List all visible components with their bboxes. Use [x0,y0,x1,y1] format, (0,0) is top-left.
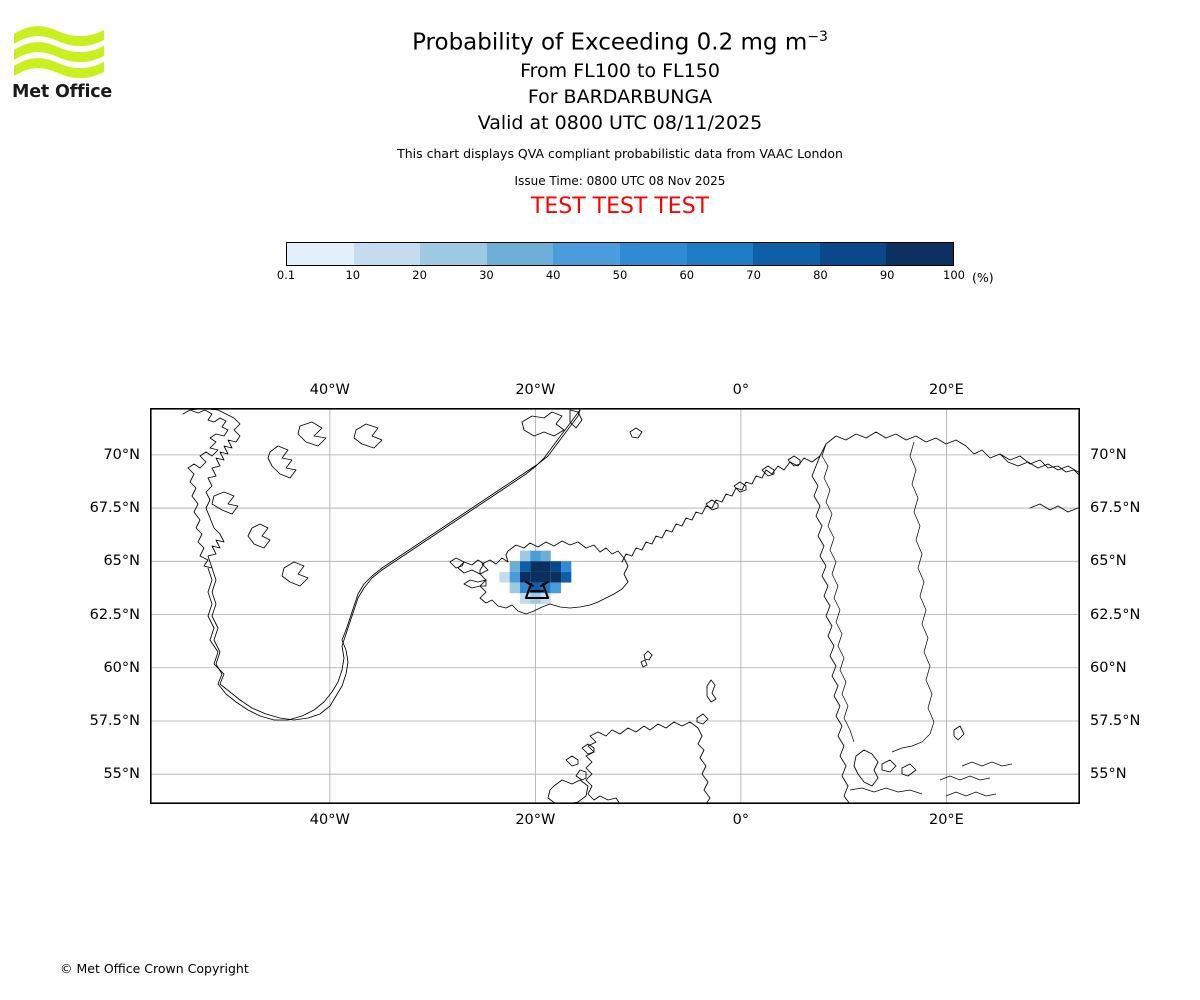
colorbar-swatch-6 [686,243,754,265]
ash-cell [519,550,531,562]
met-office-logo: Met Office [12,22,122,114]
colorbar-tick-0.1: 0.1 [276,268,296,282]
page-title: Probability of Exceeding 0.2 mg m−3 [150,22,1090,58]
ash-cell [530,561,541,572]
ash-cell [540,582,551,594]
colorbar-swatch-9 [886,243,953,265]
ash-cell [530,582,541,594]
ash-cell [550,571,562,583]
copyright-text: © Met Office Crown Copyright [60,961,249,976]
ash-cell [540,571,551,583]
ash-cell [519,593,531,604]
lon-label-top: 40°W [309,382,350,398]
lat-label-right: 67.5°N [1090,500,1141,517]
met-office-logo-text: Met Office [12,82,113,102]
ash-probability-cells [499,550,572,604]
ash-cell [530,571,541,583]
colorbar-tick-10: 10 [345,268,361,282]
colorbar-tick-100: 100 [943,268,965,282]
colorbar-swatch-0 [287,243,354,265]
map-panel[interactable]: 40°W 20°W 0° 20°E 40°W 20°W 0° 20°E 70°N 67.5°N… [90,382,1141,828]
colorbar-tick-40: 40 [545,268,561,282]
ash-cell [561,561,572,572]
lon-label-top: 20°E [928,382,964,398]
map-canvas[interactable] [150,408,1080,804]
lat-label-left: 57.5°N [89,712,140,729]
colorbar-tick-50: 50 [612,268,628,282]
lon-label-bottom: 0° [732,812,750,828]
ash-cell [519,571,531,583]
lat-label-left: 62.5°N [89,606,140,623]
ash-cell [550,561,562,572]
lat-label-left: 65°N [103,553,140,570]
page-title-main: Probability of Exceeding 0.2 mg m [412,29,808,56]
colorbar-swatch-2 [420,243,487,265]
lat-label-left: 55°N [103,766,140,783]
ash-cell [519,561,531,572]
lat-label-right: 62.5°N [1090,606,1141,623]
flight-level-line: From FL100 to FL150 [520,59,720,82]
coastlines [182,408,1080,804]
ash-cell [540,561,551,572]
ash-cell [550,582,562,594]
colorbar-tick-30: 30 [479,268,494,282]
colorbar-swatch-4 [553,243,620,265]
colorbar-tick-90: 90 [879,268,895,282]
chart-title-block: Probability of Exceeding 0.2 mg m−3 From… [150,22,1090,219]
valid-time-line: Valid at 0800 UTC 08/11/2025 [477,111,763,134]
lon-label-bottom: 40°W [309,812,350,828]
ash-cell [530,550,541,562]
ash-cell [509,571,520,583]
qva-note: This chart displays QVA compliant probab… [397,145,843,161]
lat-label-right: 70°N [1090,446,1127,463]
lat-label-left: 67.5°N [89,500,140,517]
colorbar-swatch-7 [753,243,820,265]
lon-label-top: 20°W [515,382,556,398]
lon-label-bottom: 20°E [928,812,964,828]
issue-time: Issue Time: 0800 UTC 08 Nov 2025 [514,173,726,188]
colorbar-swatches [286,242,954,266]
colorbar-tick-80: 80 [813,268,828,282]
lat-label-left: 70°N [103,446,140,463]
lat-label-right: 60°N [1090,659,1127,676]
ash-cell [509,582,520,594]
lat-label-right: 55°N [1090,766,1127,783]
colorbar: 0.1 10 20 30 40 50 60 70 80 90 100 [277,242,965,286]
map-frame [150,408,1080,804]
ash-cell [509,561,520,572]
colorbar-tick-labels: 0.1 10 20 30 40 50 60 70 80 90 100 [277,266,965,286]
colorbar-unit-label: (%) [972,270,994,285]
lat-label-right: 65°N [1090,553,1127,570]
volcano-name-line: For BARDARBUNGA [527,85,713,108]
country-borders [821,441,1013,797]
ash-cell [540,550,551,562]
lat-label-right: 57.5°N [1090,712,1141,729]
volcano-marker-icon [524,580,550,600]
ash-cell [519,582,531,594]
lon-label-bottom: 20°W [515,812,556,828]
ash-cell [561,571,572,583]
colorbar-tick-20: 20 [412,268,427,282]
met-office-wave-icon [14,26,104,79]
colorbar-swatch-8 [819,243,887,265]
test-banner: TEST TEST TEST [530,193,710,219]
colorbar-swatch-5 [619,243,687,265]
colorbar-tick-70: 70 [746,268,761,282]
lon-label-top: 0° [732,382,750,398]
colorbar-swatch-1 [353,243,421,265]
colorbar-tick-60: 60 [679,268,695,282]
colorbar-swatch-3 [486,243,554,265]
page-title-exponent: −3 [807,29,828,45]
ash-cell [499,571,510,583]
map-gridlines [150,408,1080,804]
lat-label-left: 60°N [103,659,140,676]
